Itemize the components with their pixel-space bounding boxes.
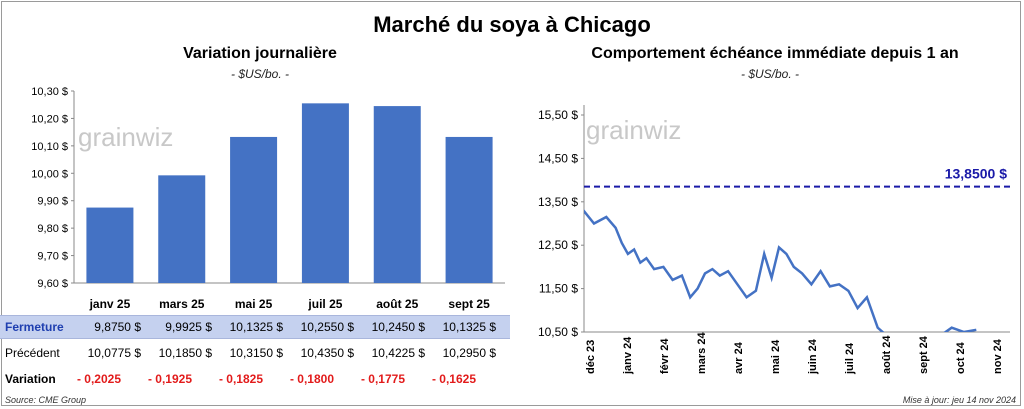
line-panel-subtitle: - $US/bo. - [740, 67, 800, 81]
update-note: Mise à jour: jeu 14 nov 2024 [902, 395, 1016, 405]
table-cell: 10,1850 $ [158, 346, 212, 360]
y-tick-label: 9,90 $ [37, 196, 68, 208]
y-tick-label: 14,50 $ [538, 151, 578, 165]
y-tick-label: 12,50 $ [538, 238, 578, 252]
table-row-previous: Précédent 10,0775 $ 10,1850 $ 10,3150 $ … [0, 342, 510, 364]
table-cell: 10,4225 $ [371, 346, 425, 360]
watermark-logo: grainwiz [586, 115, 681, 145]
line-panel-title: Comportement échéance immédiate depuis 1… [591, 45, 959, 62]
x-tick-label: janv 25 [89, 297, 131, 311]
bar-chart: grainwiz 9,60 $ 9,70 $ 9,80 $ 9,90 $ 10,00 $… [31, 86, 505, 311]
x-tick-label: févr 24 [659, 338, 671, 374]
table-cell: - 0,1775 [360, 372, 405, 386]
x-tick-label: oct 24 [955, 341, 967, 374]
x-tick-label: juil 24 [844, 342, 856, 375]
x-tick-label: juin 24 [807, 338, 819, 375]
table-cell: - 0,2025 [76, 372, 121, 386]
x-tick-label: août 24 [881, 335, 893, 374]
row-label: Fermeture [5, 320, 64, 334]
table-cell: 10,2550 $ [300, 320, 354, 334]
bar-panel-subtitle: - $US/bo. - [230, 67, 290, 81]
table-cell: 10,3150 $ [229, 346, 283, 360]
bar [230, 136, 278, 283]
price-series-line [584, 209, 977, 332]
bar [158, 175, 206, 283]
table-cell: 10,1325 $ [442, 320, 496, 334]
x-tick-label: mars 25 [159, 297, 205, 311]
table-row-close: Fermeture 9,8750 $ 9,9925 $ 10,1325 $ 10… [0, 315, 510, 339]
line-chart: grainwiz 10,50 $ 11,50 $ 12,50 $ 13,50 $ 14,… [538, 105, 1010, 375]
table-cell: 10,1325 $ [229, 320, 283, 334]
table-cell: 10,2450 $ [371, 320, 425, 334]
reference-label: 13,8500 $ [945, 166, 1007, 182]
table-cell: - 0,1800 [289, 372, 334, 386]
bar [373, 106, 421, 283]
watermark-logo: grainwiz [78, 122, 173, 152]
bar-panel-title: Variation journalière [183, 45, 337, 62]
table-row-variation: Variation - 0,2025 - 0,1925 - 0,1825 - 0… [0, 368, 510, 390]
table-cell: 9,9925 $ [165, 320, 212, 334]
row-label: Variation [5, 372, 56, 386]
y-tick-label: 10,00 $ [31, 168, 68, 180]
table-cell: - 0,1825 [218, 372, 263, 386]
table-cell: 10,4350 $ [300, 346, 354, 360]
table-cell: 10,2950 $ [442, 346, 496, 360]
x-tick-label: mars 24 [696, 332, 708, 374]
bar [86, 207, 134, 283]
x-tick-label: mai 24 [770, 339, 782, 374]
bar [445, 136, 493, 283]
table-cell: 9,8750 $ [94, 320, 141, 334]
x-tick-label: nov 24 [992, 338, 1004, 374]
y-tick-label: 9,70 $ [37, 251, 68, 263]
table-cell: - 0,1625 [431, 372, 476, 386]
y-tick-label: 10,10 $ [31, 141, 68, 153]
y-tick-label: 13,50 $ [538, 195, 578, 209]
y-tick-label: 11,50 $ [539, 282, 578, 296]
x-tick-label: août 25 [376, 297, 418, 311]
row-label: Précédent [5, 346, 60, 360]
bar [301, 103, 349, 283]
page-title: Marché du soya à Chicago [373, 12, 651, 37]
x-tick-label: juil 25 [307, 297, 342, 311]
x-tick-label: janv 24 [622, 336, 634, 375]
table-cell: - 0,1925 [147, 372, 192, 386]
y-tick-label: 9,60 $ [37, 278, 68, 290]
y-tick-label: 10,30 $ [31, 86, 68, 98]
y-tick-label: 15,50 $ [538, 108, 578, 122]
x-tick-label: sept 25 [448, 297, 490, 311]
source-note: Source: CME Group [5, 395, 87, 405]
x-tick-label: déc 23 [585, 340, 597, 374]
x-tick-label: sept 24 [918, 335, 930, 374]
y-tick-label: 9,80 $ [37, 223, 68, 235]
y-tick-label: 10,50 $ [538, 325, 578, 339]
x-tick-label: avr 24 [733, 341, 745, 374]
table-cell: 10,0775 $ [87, 346, 141, 360]
x-tick-label: mai 25 [235, 297, 273, 311]
y-tick-label: 10,20 $ [31, 113, 68, 125]
